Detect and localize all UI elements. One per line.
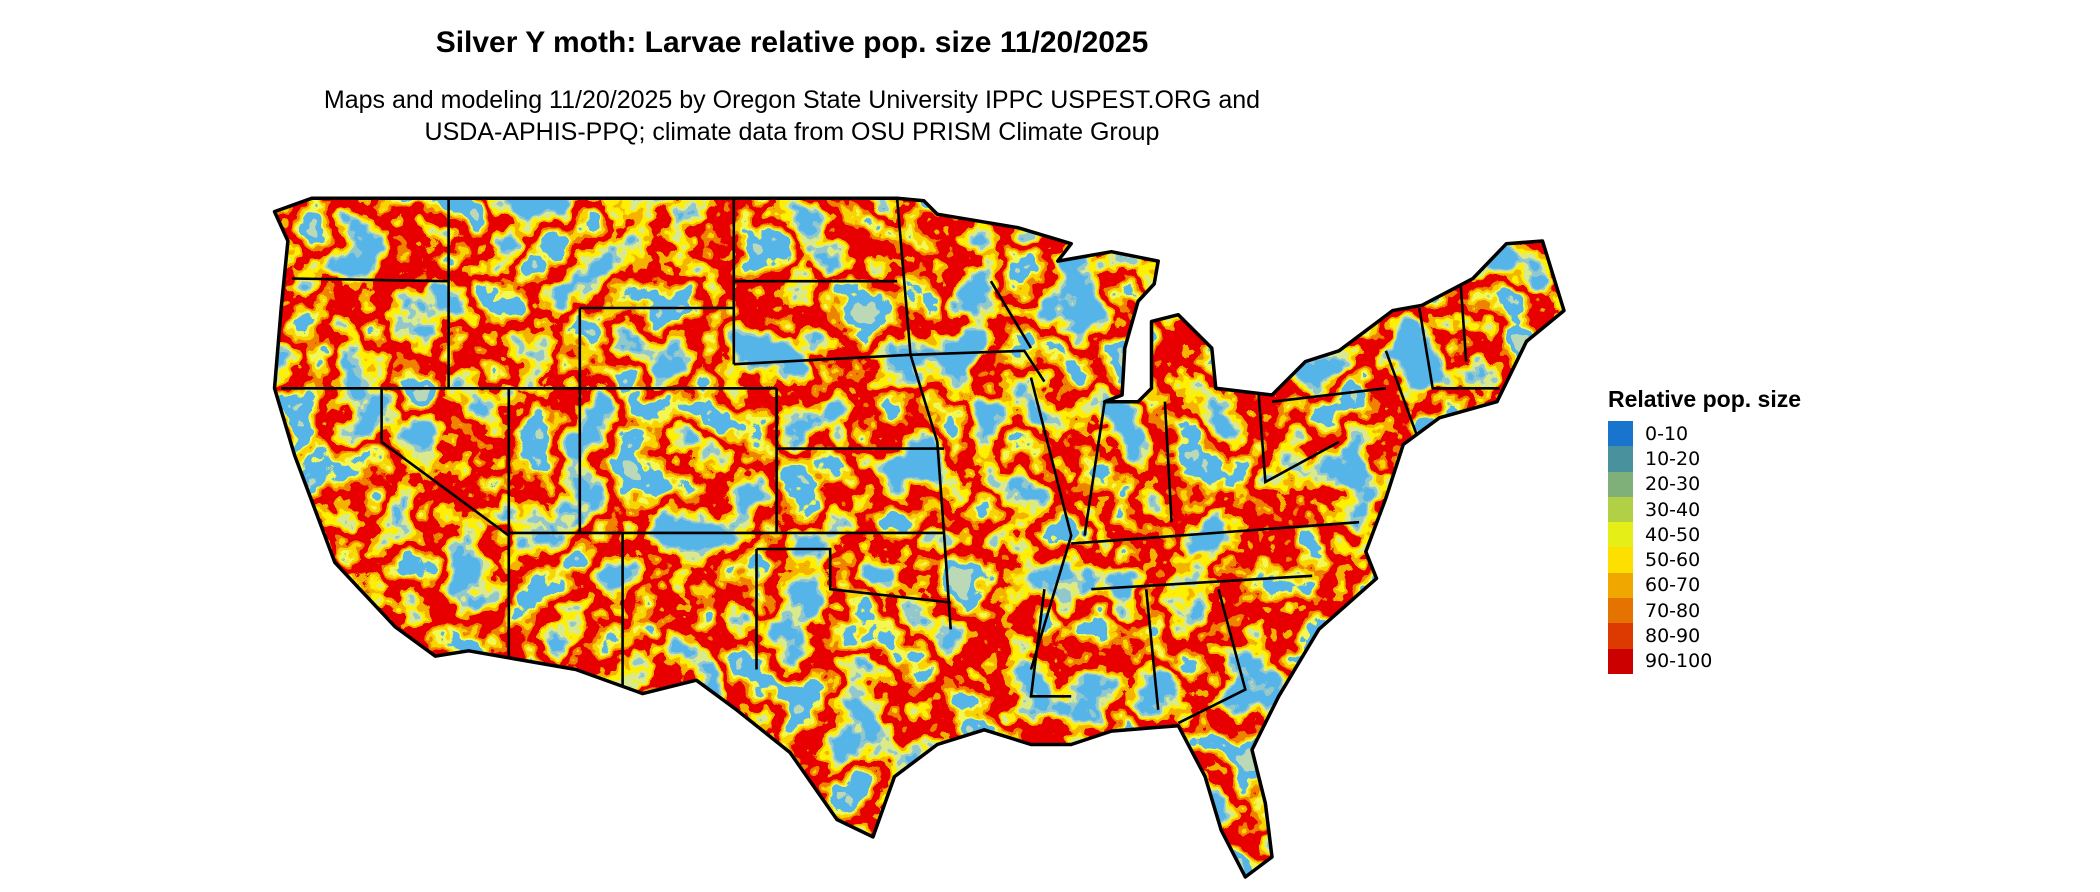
state-boundary [1144, 589, 1160, 710]
legend-label: 40-50 [1645, 523, 1701, 546]
legend-item: 90-100 [1608, 648, 1801, 674]
legend-swatch [1608, 648, 1633, 674]
legend-swatch [1608, 446, 1633, 472]
legend-item: 50-60 [1608, 547, 1801, 573]
legend-swatch [1608, 421, 1633, 447]
state-boundary [1071, 520, 1360, 545]
legend-swatch [1608, 572, 1633, 599]
legend-label: 90-100 [1645, 650, 1713, 673]
legend-item: 60-70 [1608, 572, 1801, 599]
legend-label: 10-20 [1645, 447, 1701, 470]
state-boundary [1029, 589, 1072, 698]
map-subtitle: Maps and modeling 11/20/2025 by Oregon S… [0, 84, 1584, 148]
legend-swatch [1608, 547, 1633, 573]
state-boundary [1091, 574, 1313, 591]
state-boundaries [281, 198, 1500, 725]
state-boundary [1418, 307, 1500, 390]
state-boundary [1029, 377, 1073, 670]
us-outline [272, 196, 1566, 879]
legend-item: 30-40 [1608, 496, 1801, 523]
legend-item: 20-30 [1608, 471, 1801, 497]
legend-label: 70-80 [1645, 599, 1701, 622]
legend-swatch [1608, 522, 1633, 548]
legend-swatch [1608, 496, 1633, 523]
subtitle-line-2: USDA-APHIS-PPQ; climate data from OSU PR… [424, 118, 1160, 146]
legend-label: 0-10 [1645, 422, 1689, 445]
legend-item: 70-80 [1608, 598, 1801, 624]
state-boundary [733, 353, 911, 366]
legend-swatch [1608, 471, 1633, 497]
state-boundary [1257, 394, 1340, 485]
legend-item: 40-50 [1608, 522, 1801, 548]
legend-title: Relative pop. size [1608, 386, 1802, 412]
legend-label: 80-90 [1645, 625, 1701, 648]
legend-swatch [1608, 623, 1633, 649]
state-boundary [989, 280, 1033, 349]
legend-swatch [1608, 598, 1633, 624]
map-title: Silver Y moth: Larvae relative pop. size… [435, 26, 1149, 59]
state-boundary [1271, 387, 1387, 403]
legend-item: 10-20 [1608, 446, 1801, 472]
state-boundary [895, 198, 952, 630]
subtitle-line-1: Maps and modeling 11/20/2025 by Oregon S… [323, 86, 1261, 114]
legend-label: 20-30 [1645, 473, 1701, 496]
legend-item: 80-90 [1608, 623, 1801, 649]
state-boundary [1384, 350, 1421, 443]
legend-item: 0-10 [1608, 421, 1801, 447]
legend: Relative pop. size 0-10 10-20 20-30 30-40 40… [1608, 386, 1801, 674]
legend-label: 60-70 [1645, 574, 1701, 597]
state-boundary [380, 388, 510, 537]
state-boundary [910, 349, 1046, 383]
state-boundary [756, 547, 951, 604]
state-boundary [1083, 401, 1106, 536]
state-boundary [1177, 588, 1247, 725]
legend-label: 50-60 [1645, 549, 1701, 572]
state-boundary [1163, 401, 1173, 523]
legend-label: 30-40 [1645, 498, 1701, 521]
state-boundary [291, 277, 449, 283]
